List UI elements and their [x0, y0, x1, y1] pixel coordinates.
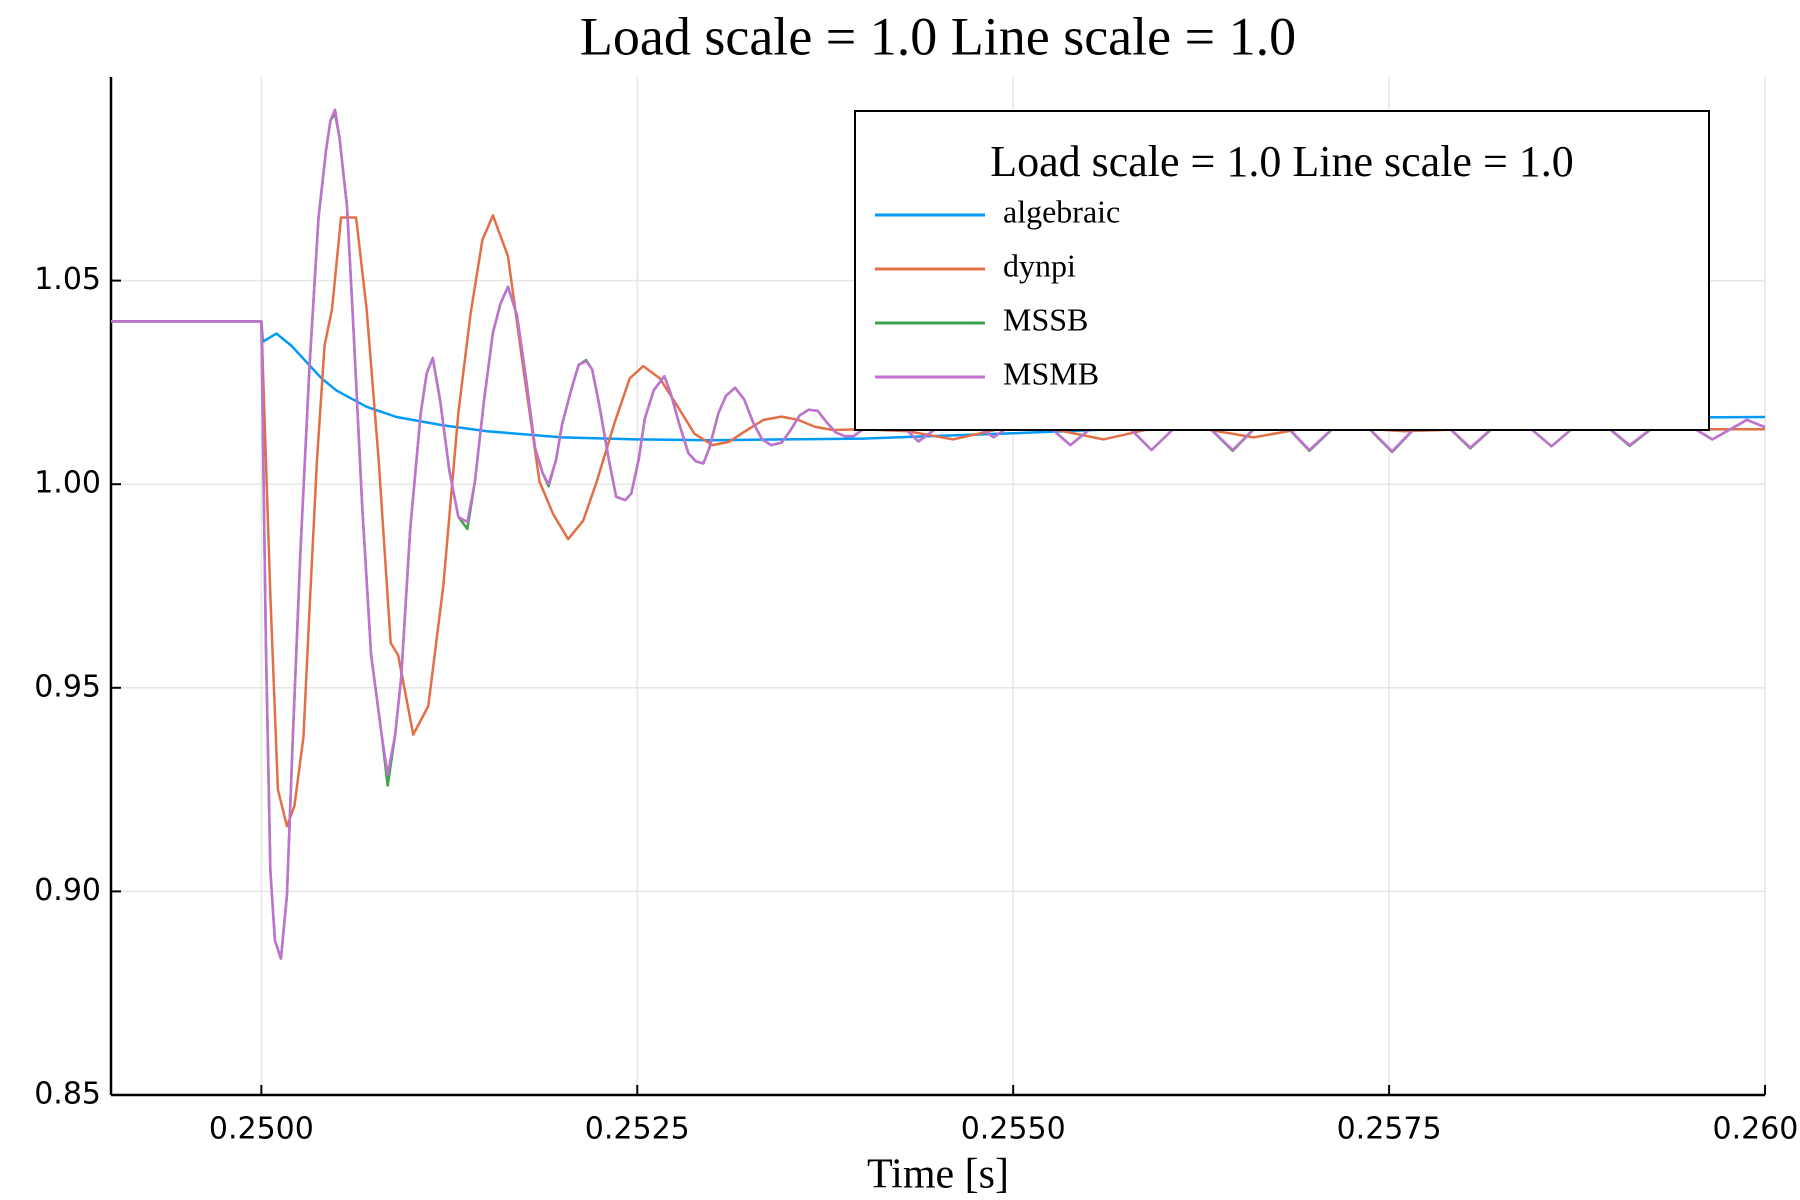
- legend-label: dynpi: [1003, 247, 1076, 283]
- x-axis-label: Time [s]: [867, 1152, 1009, 1198]
- chart-title: Load scale = 1.0 Line scale = 1.0: [580, 6, 1296, 66]
- y-tick-label: 1.00: [34, 466, 101, 501]
- y-tick-label: 0.85: [34, 1077, 101, 1112]
- x-tick-label: 0.2550: [961, 1112, 1066, 1147]
- y-tick-label: 0.90: [34, 873, 101, 908]
- legend-label: MSSB: [1003, 301, 1088, 337]
- y-tick-label: 0.95: [34, 669, 101, 704]
- legend-box: [854, 110, 1710, 431]
- x-tick-label: 0.2575: [1337, 1112, 1442, 1147]
- legend-label: MSMB: [1003, 355, 1099, 391]
- legend-title: Load scale = 1.0 Line scale = 1.0: [990, 137, 1574, 186]
- x-tick-label: 0.2500: [209, 1112, 314, 1147]
- y-tick-label: 1.05: [34, 262, 101, 297]
- legend-label: algebraic: [1003, 193, 1120, 229]
- x-tick-label: 0.2525: [585, 1112, 690, 1147]
